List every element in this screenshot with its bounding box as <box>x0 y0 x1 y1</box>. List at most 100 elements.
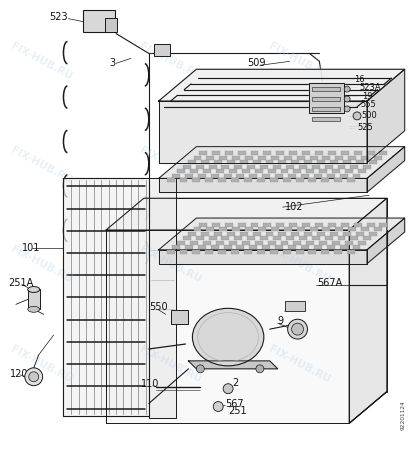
Bar <box>273 165 281 169</box>
Bar <box>312 97 340 101</box>
Bar <box>257 250 265 254</box>
Text: 555: 555 <box>360 100 376 109</box>
Text: FIX-HUB.RU: FIX-HUB.RU <box>9 244 74 285</box>
Polygon shape <box>106 198 387 230</box>
Text: 251: 251 <box>228 406 247 417</box>
Text: FIX-HUB.RU: FIX-HUB.RU <box>9 145 74 186</box>
Bar <box>193 227 202 231</box>
Bar <box>315 151 323 155</box>
Bar <box>328 223 336 226</box>
Polygon shape <box>367 147 405 192</box>
Circle shape <box>344 86 350 92</box>
Bar <box>216 169 224 173</box>
Text: 523A: 523A <box>359 83 381 92</box>
Polygon shape <box>367 218 405 264</box>
Bar <box>304 160 312 164</box>
Bar <box>281 241 288 245</box>
Polygon shape <box>159 147 405 178</box>
Circle shape <box>256 365 264 373</box>
Bar <box>253 160 261 164</box>
Bar <box>304 232 312 236</box>
Bar <box>308 250 316 254</box>
Bar <box>193 178 200 182</box>
Bar <box>231 250 239 254</box>
Text: 523: 523 <box>49 12 68 22</box>
Text: 550: 550 <box>149 302 167 312</box>
Bar <box>206 227 215 231</box>
Bar <box>343 232 351 236</box>
Ellipse shape <box>28 306 40 312</box>
Bar <box>312 236 320 240</box>
Bar <box>358 241 366 245</box>
Text: FIX-HUB.RU: FIX-HUB.RU <box>138 244 203 285</box>
Bar <box>247 165 255 169</box>
Bar <box>325 236 332 240</box>
Bar <box>177 169 186 173</box>
Polygon shape <box>349 198 387 423</box>
Bar <box>212 151 220 155</box>
Circle shape <box>292 323 303 335</box>
Bar <box>335 156 343 160</box>
Text: 2: 2 <box>232 378 238 388</box>
Bar <box>193 156 202 160</box>
Bar <box>190 241 198 245</box>
Bar <box>237 174 244 178</box>
Bar <box>229 241 237 245</box>
Bar <box>308 178 316 182</box>
Bar <box>354 151 361 155</box>
Bar <box>196 236 204 240</box>
Text: 19: 19 <box>362 91 373 100</box>
Bar <box>258 156 266 160</box>
Bar <box>352 174 361 178</box>
Bar <box>211 174 219 178</box>
Bar <box>199 223 207 226</box>
Bar <box>270 250 278 254</box>
Text: 3: 3 <box>109 58 115 68</box>
Bar <box>220 156 227 160</box>
Bar <box>264 223 271 226</box>
Bar <box>285 302 305 311</box>
Bar <box>231 178 239 182</box>
Bar <box>345 241 353 245</box>
Bar <box>358 169 366 173</box>
Bar <box>257 178 265 182</box>
Bar <box>363 165 371 169</box>
Bar <box>172 245 180 249</box>
Polygon shape <box>159 69 405 101</box>
Bar <box>268 241 276 245</box>
Bar <box>343 160 351 164</box>
Bar <box>312 117 340 121</box>
Circle shape <box>288 319 308 339</box>
Bar <box>180 250 188 254</box>
Bar <box>361 156 369 160</box>
Bar <box>369 160 377 164</box>
Bar <box>310 227 317 231</box>
Bar <box>199 151 207 155</box>
Circle shape <box>29 372 39 382</box>
Bar <box>225 151 233 155</box>
Bar <box>183 236 191 240</box>
Text: 567A: 567A <box>317 278 343 288</box>
Bar <box>234 236 242 240</box>
Bar <box>345 169 353 173</box>
FancyBboxPatch shape <box>83 10 115 32</box>
Bar <box>240 232 248 236</box>
Bar <box>253 232 261 236</box>
Bar <box>330 232 338 236</box>
Bar <box>201 160 209 164</box>
Circle shape <box>353 112 361 120</box>
Bar <box>369 232 377 236</box>
Bar <box>295 178 303 182</box>
Bar <box>255 241 263 245</box>
Bar <box>225 223 233 226</box>
Text: FIX-HUB.RU: FIX-HUB.RU <box>267 41 332 82</box>
Bar <box>227 232 235 236</box>
Bar <box>317 232 325 236</box>
Bar <box>249 174 257 178</box>
Bar <box>315 223 323 226</box>
Bar <box>255 169 263 173</box>
Bar <box>209 236 217 240</box>
Bar <box>366 223 374 226</box>
Text: 92201124: 92201124 <box>400 400 406 430</box>
Bar <box>354 223 361 226</box>
